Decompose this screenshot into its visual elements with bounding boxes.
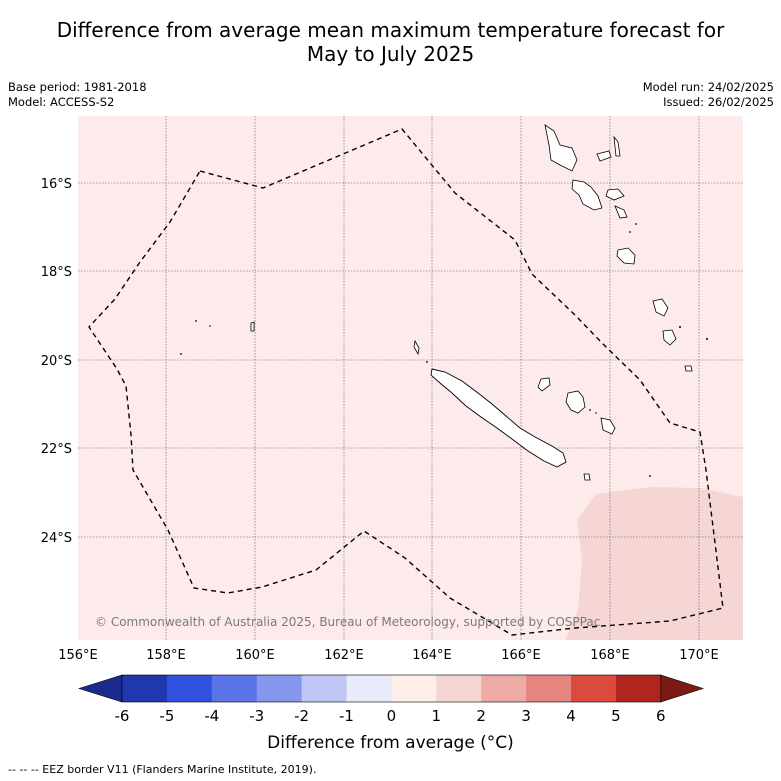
colorbar-segment — [571, 675, 617, 702]
lon-tick: 162°E — [324, 648, 364, 663]
warmer-anomaly-patch — [565, 487, 743, 640]
colorbar-tick-label: 2 — [476, 707, 486, 725]
colorbar-tick-label: 1 — [432, 707, 442, 725]
base-period: Base period: 1981-2018 — [8, 80, 147, 94]
chart-title-line2: May to July 2025 — [306, 42, 475, 66]
colorbar-segment — [301, 675, 347, 702]
chart-title-line1: Difference from average mean maximum tem… — [56, 18, 725, 42]
eez-legend-note: -- -- -- EEZ border V11 (Flanders Marine… — [8, 763, 317, 776]
colorbar-tick-label: -3 — [249, 707, 264, 725]
colorbar-extension-high — [660, 674, 704, 703]
lat-tick: 22°S — [41, 442, 72, 457]
colorbar-tick-label: -4 — [204, 707, 219, 725]
lat-tick: 20°S — [41, 354, 72, 369]
lon-tick: 164°E — [412, 648, 452, 663]
gridlines — [78, 116, 743, 640]
colorbar-tick-label: 4 — [566, 707, 576, 725]
colorbar-segment — [211, 675, 258, 702]
tiny-islets — [180, 223, 708, 477]
lat-tick: 16°S — [41, 177, 72, 192]
lon-tick: 166°E — [501, 648, 541, 663]
lon-tick: 156°E — [58, 648, 98, 663]
colorbar-tick-label: -5 — [159, 707, 174, 725]
colorbar-segment — [436, 675, 482, 702]
colorbar-tick-label: 3 — [521, 707, 531, 725]
lat-tick: 24°S — [41, 531, 72, 546]
eez-border — [88, 128, 724, 636]
lat-tick: 18°S — [41, 265, 72, 280]
lon-tick: 168°E — [590, 648, 630, 663]
colorbar-segment — [526, 675, 572, 702]
colorbar-segment — [256, 675, 302, 702]
colorbar-segment — [346, 675, 392, 702]
colorbar-labels: -6 -5 -4 -3 -2 -1 0 1 2 3 4 5 6 — [115, 707, 666, 725]
colorbar-tick-label: -1 — [339, 707, 354, 725]
colorbar-tick-label: -6 — [115, 707, 130, 725]
lon-tick-labels: 156°E 158°E 160°E 162°E 164°E 166°E 168°… — [58, 648, 719, 663]
small-islands — [250, 124, 693, 481]
lon-tick: 160°E — [235, 648, 275, 663]
colorbar-tick-label: -2 — [294, 707, 309, 725]
model-run: Model run: 24/02/2025 — [642, 80, 774, 94]
colorbar — [77, 674, 704, 703]
colorbar-segment — [481, 675, 527, 702]
colorbar-tick-label: 5 — [611, 707, 621, 725]
lon-tick: 158°E — [146, 648, 186, 663]
colorbar-tick-label: 6 — [656, 707, 666, 725]
colorbar-frame — [121, 674, 662, 703]
issued-date: Issued: 26/02/2025 — [663, 95, 774, 109]
model-name: Model: ACCESS-S2 — [8, 95, 115, 109]
colorbar-segment — [122, 675, 168, 702]
lon-tick: 170°E — [679, 648, 719, 663]
copyright-text: © Commonwealth of Australia 2025, Bureau… — [95, 615, 600, 629]
colorbar-extension-low — [77, 674, 123, 703]
colorbar-segment — [166, 675, 213, 702]
colorbar-title: Difference from average (°C) — [267, 733, 514, 753]
lat-tick-labels: 16°S 18°S 20°S 22°S 24°S — [41, 177, 72, 546]
colorbar-segment — [391, 675, 437, 702]
colorbar-segment — [615, 675, 662, 702]
colorbar-tick-label: 0 — [387, 707, 397, 725]
new-caledonia-island — [430, 368, 567, 468]
